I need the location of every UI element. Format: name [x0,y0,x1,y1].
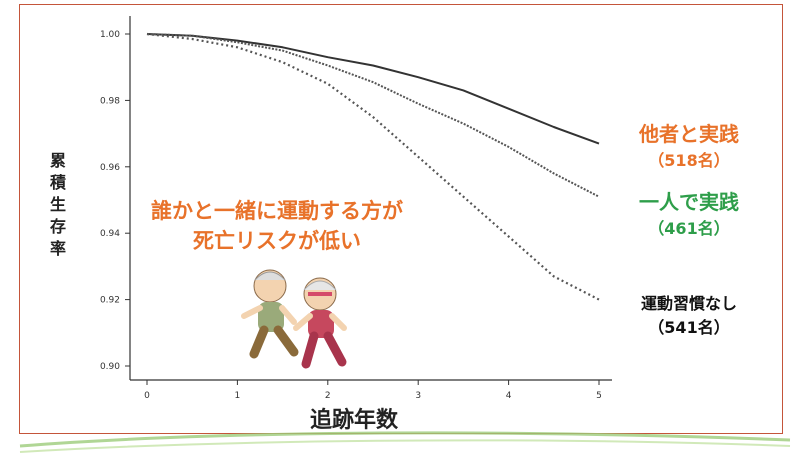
x-tick-label: 3 [415,391,421,401]
series-name-alone: 一人で実践 [639,190,739,214]
series-name-others: 他者と実践 [639,122,739,146]
series-count-none: （541名） [648,318,730,337]
y-tick-label: 0.94 [100,229,120,239]
annotation-line-1: 誰かと一緒に運動する方が [151,199,403,223]
series-label-others: 他者と実践 （518名） [614,118,764,171]
y-tick-label: 0.98 [100,96,120,106]
x-tick-label: 5 [596,391,602,401]
y-tick-label: 0.92 [100,296,120,306]
series-count-others: （518名） [648,151,730,170]
x-tick-label: 1 [235,391,241,401]
annotation-text: 誰かと一緒に運動する方が 死亡リスクが低い [142,196,412,256]
y-tick-label: 0.90 [100,362,120,372]
y-tick-label: 1.00 [100,30,120,40]
series-label-alone: 一人で実践 （461名） [614,186,764,239]
series-count-alone: （461名） [648,219,730,238]
annotation-line-2: 死亡リスクが低い [193,229,361,253]
x-axis-label: 追跡年数 [310,408,399,433]
decorative-swoosh-2 [19,439,791,453]
series-line-1 [146,33,600,198]
jogging-elderly-couple-illustration [241,269,347,369]
x-tick-label: 2 [325,391,331,401]
series-line-0 [146,33,600,145]
x-tick-label: 4 [506,391,512,401]
series-name-none: 運動習慣なし [640,294,737,313]
decorative-swoosh [19,431,791,448]
y-axis-label: 累積生存率 [49,151,66,258]
series-line-2 [146,32,600,301]
series-label-none: 運動習慣なし （541名） [614,290,764,338]
y-tick-label: 0.96 [100,163,120,173]
x-tick-label: 0 [144,391,150,401]
